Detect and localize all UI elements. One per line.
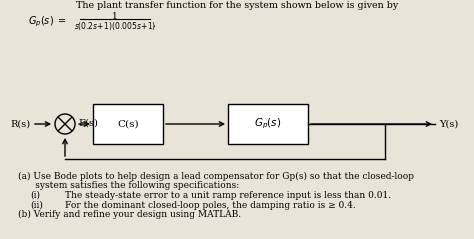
Text: .: .	[152, 20, 155, 29]
Text: $G_p(s)$: $G_p(s)$	[254, 117, 282, 131]
Text: system satisfies the following specifications:: system satisfies the following specifica…	[18, 181, 239, 190]
Text: The steady-state error to a unit ramp reference input is less than 0.01.: The steady-state error to a unit ramp re…	[65, 191, 391, 200]
Text: For the dominant closed-loop poles, the damping ratio is ≥ 0.4.: For the dominant closed-loop poles, the …	[65, 201, 356, 210]
Text: (ii): (ii)	[30, 201, 43, 210]
Text: (b) Verify and refine your design using MATLAB.: (b) Verify and refine your design using …	[18, 210, 241, 219]
Text: Y(s): Y(s)	[439, 120, 458, 129]
FancyBboxPatch shape	[93, 104, 163, 144]
Text: (i): (i)	[30, 191, 40, 200]
Text: 1: 1	[112, 12, 118, 21]
Text: R(s): R(s)	[10, 120, 30, 129]
Text: E(s): E(s)	[78, 119, 98, 127]
FancyBboxPatch shape	[228, 104, 308, 144]
Text: $s(0.2s\!+\!1)(0.005s\!+\!1)$: $s(0.2s\!+\!1)(0.005s\!+\!1)$	[74, 20, 156, 32]
Text: C(s): C(s)	[117, 120, 139, 129]
Text: $G_p(s)\ =$: $G_p(s)\ =$	[28, 15, 67, 29]
Text: The plant transfer function for the system shown below is given by: The plant transfer function for the syst…	[76, 1, 398, 10]
Text: (a) Use Bode plots to help design a lead compensator for Gp(s) so that the close: (a) Use Bode plots to help design a lead…	[18, 172, 414, 181]
